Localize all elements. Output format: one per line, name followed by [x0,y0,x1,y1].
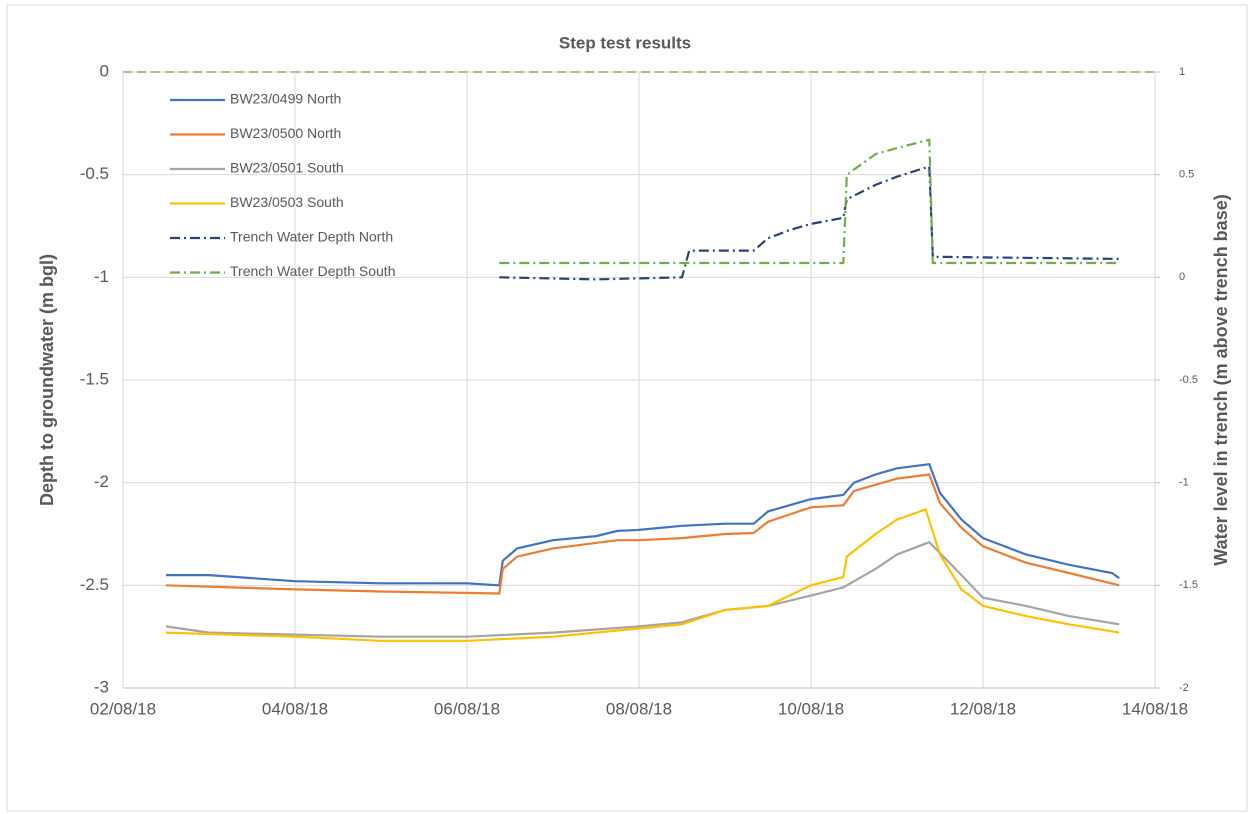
legend-label: BW23/0501 South [230,160,344,176]
legend-label: Trench Water Depth North [230,229,393,245]
x-tick-label: 08/08/18 [606,699,672,718]
y2-axis-title: Water level in trench (m above trench ba… [1211,194,1231,565]
x-tick-label: 14/08/18 [1122,699,1188,718]
y-tick-label: -0.5 [80,164,109,183]
chart-title: Step test results [559,33,691,52]
series-line [166,462,1120,587]
chart-border [6,4,1248,812]
x-tick-label: 06/08/18 [434,699,500,718]
legend-label: Trench Water Depth South [230,263,395,279]
legend-label: BW23/0503 South [230,194,344,210]
y-tick-label: 0 [100,61,109,80]
y2-tick-label: 0 [1179,271,1185,283]
series-line [165,473,1120,595]
x-tick-label: 04/08/18 [262,699,328,718]
series-line [499,165,1120,281]
legend-label: BW23/0500 North [230,125,341,141]
y-tick-label: -1.5 [80,369,109,388]
y2-tick-label: -0.5 [1179,374,1198,386]
y2-tick-label: -2 [1179,682,1189,694]
y-tick-label: -2.5 [80,575,109,594]
y-tick-label: -1 [94,267,109,286]
series-line [165,540,1120,638]
y2-tick-label: 1 [1179,66,1185,78]
x-tick-label: 02/08/18 [90,699,156,718]
y-tick-label: -2 [94,472,109,491]
legend-label: BW23/0499 North [230,91,341,107]
series-line [165,507,1120,642]
series-line [499,138,1120,265]
y2-tick-label: -1 [1179,477,1189,489]
x-tick-label: 12/08/18 [950,699,1016,718]
y2-tick-label: 0.5 [1179,169,1194,181]
y2-tick-label: -1.5 [1179,579,1198,591]
y-tick-label: -3 [94,677,109,696]
x-tick-label: 10/08/18 [778,699,844,718]
y-axis-title: Depth to groundwater (m bgl) [37,254,57,506]
